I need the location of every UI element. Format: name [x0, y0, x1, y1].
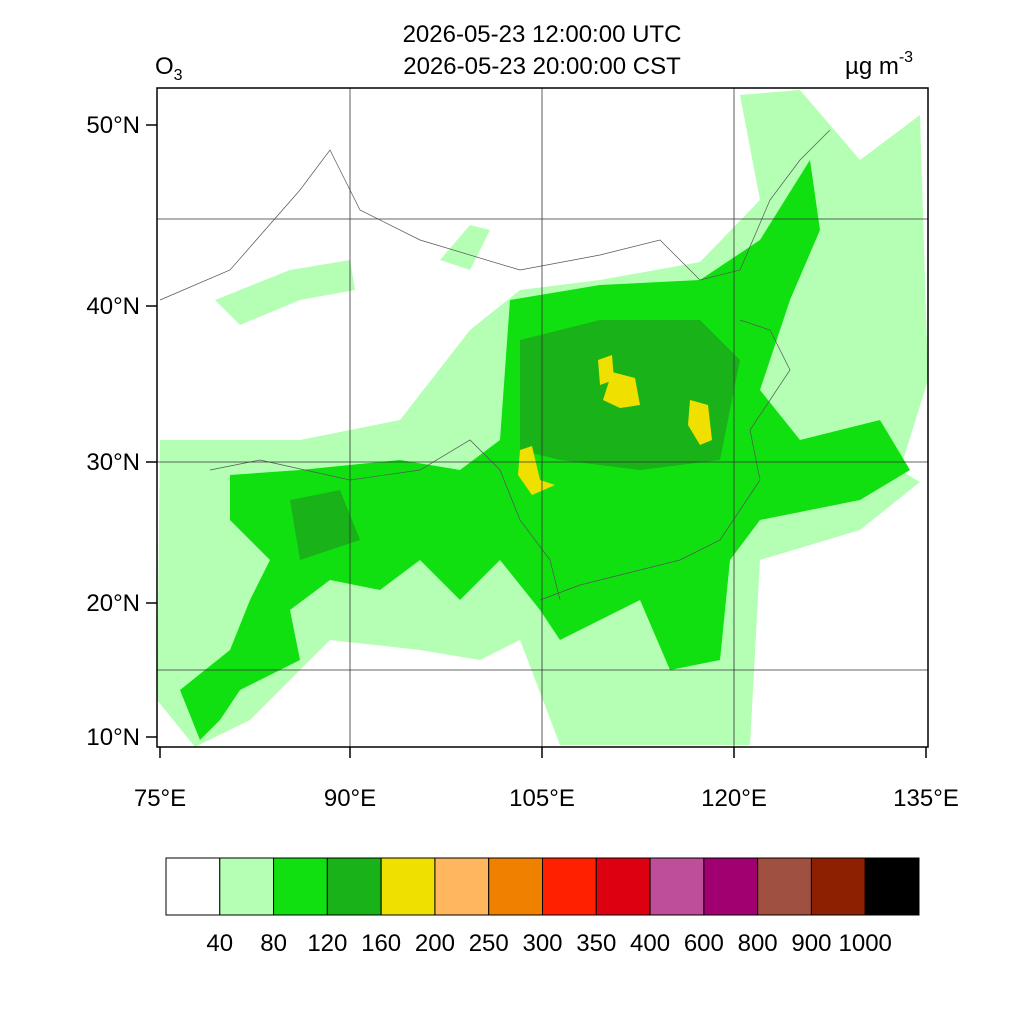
contour-40-80 — [440, 225, 490, 270]
contour-120-160 — [290, 490, 360, 560]
lon-label: 75°E — [134, 785, 186, 812]
colorbar-label: 40 — [206, 930, 233, 957]
colorbar-label: 400 — [630, 930, 670, 957]
colorbar-box — [434, 857, 490, 916]
units: µg m — [845, 53, 899, 80]
species-subscript: 3 — [174, 67, 183, 84]
colorbar-box — [542, 857, 597, 916]
units-label: µg m-3 — [845, 49, 913, 80]
colorbar-box — [864, 857, 920, 916]
units-superscript: -3 — [899, 49, 913, 66]
colorbar-box — [488, 857, 544, 916]
colorbar-box — [219, 857, 275, 916]
grid-line — [157, 88, 928, 747]
border — [159, 129, 831, 301]
title-utc: 2026-05-23 12:00:00 UTC — [403, 21, 682, 48]
colorbar-label: 300 — [522, 930, 562, 957]
colorbar-box — [595, 857, 651, 916]
contour-160-200 — [688, 400, 712, 445]
title-cst: 2026-05-23 20:00:00 CST — [403, 53, 681, 80]
lat-label: 20°N — [86, 590, 140, 617]
colorbar-label: 900 — [791, 930, 831, 957]
coastline — [539, 319, 791, 601]
species: O — [155, 53, 174, 80]
colorbar-label: 350 — [576, 930, 616, 957]
contour-160-200 — [603, 372, 640, 408]
colorbar-label: 250 — [469, 930, 509, 957]
colorbar-label: 160 — [361, 930, 401, 957]
contour-160-200 — [518, 446, 555, 495]
lat-label: 10°N — [86, 724, 140, 751]
colorbar-label: 1000 — [839, 930, 892, 957]
colorbar-box — [810, 857, 866, 916]
colorbar-box — [165, 857, 221, 916]
axis-ticks: 50°N 40°N 30°N 20°N 10°N 75°E 90°E 105°E 120°E 13… — [86, 112, 958, 812]
colorbar-box — [326, 857, 382, 916]
colorbar-box — [703, 857, 759, 916]
lat-label: 40°N — [86, 293, 140, 320]
lon-label: 90°E — [324, 785, 376, 812]
contour-40-80 — [215, 260, 355, 325]
colorbar-label: 200 — [415, 930, 455, 957]
border — [209, 439, 561, 601]
map — [156, 87, 929, 748]
colorbar: 40 80 120 160 200 250 300 350 400 600 800 900 1000 — [165, 857, 920, 957]
colorbar-label: 80 — [260, 930, 287, 957]
colorbar-box — [649, 857, 705, 916]
colorbar-label: 120 — [307, 930, 347, 957]
species-label: O3 — [155, 53, 183, 84]
lon-label: 120°E — [701, 785, 767, 812]
contour-160-200 — [598, 355, 614, 385]
lon-label: 105°E — [509, 785, 575, 812]
colorbar-box — [380, 857, 436, 916]
colorbar-box — [273, 857, 328, 916]
lat-label: 30°N — [86, 449, 140, 476]
lat-label: 50°N — [86, 112, 140, 139]
colorbar-label: 600 — [684, 930, 724, 957]
lon-label: 135°E — [893, 785, 959, 812]
colorbar-label: 800 — [738, 930, 778, 957]
colorbar-box — [757, 857, 812, 916]
